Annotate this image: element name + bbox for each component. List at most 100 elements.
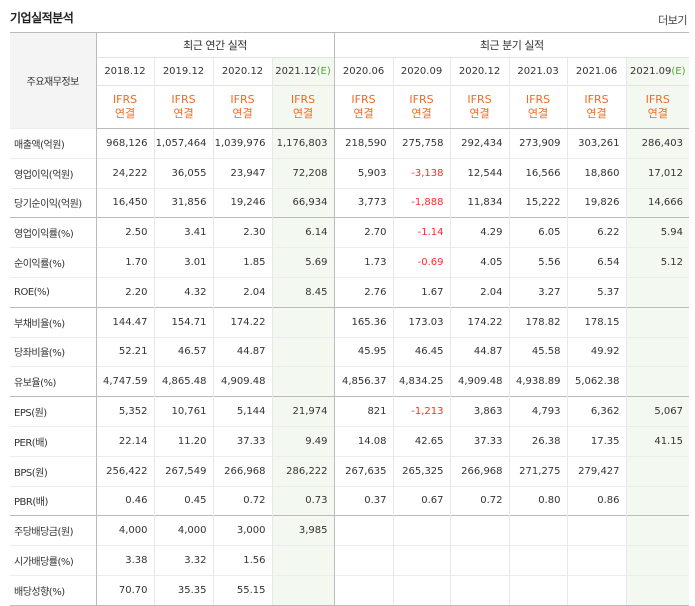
row-label: 순이익률(%) bbox=[10, 247, 96, 278]
row-label-header: 주요재무정보 bbox=[10, 32, 96, 129]
value-cell bbox=[566, 574, 627, 606]
value-cell bbox=[508, 574, 568, 606]
row-label: EPS(원) bbox=[10, 396, 96, 427]
value-cell: 4.32 bbox=[153, 276, 213, 308]
value-cell: 4,793 bbox=[508, 396, 568, 427]
value-cell: 0.45 bbox=[153, 485, 213, 516]
period-header: 2020.06 bbox=[333, 57, 394, 86]
row-label: 주당배당금(원) bbox=[10, 515, 96, 546]
value-cell: 5,062.38 bbox=[566, 366, 627, 397]
value-cell: 3.32 bbox=[153, 545, 213, 576]
value-cell: 5.37 bbox=[566, 276, 627, 308]
value-cell: 10,761 bbox=[153, 396, 213, 427]
value-cell: 12,544 bbox=[449, 157, 510, 189]
period-label: 2021.06 bbox=[575, 66, 618, 77]
value-cell bbox=[271, 574, 335, 606]
table-row: PER(배) 22.14 11.20 37.33 9.49 14.08 42.65 37.33… bbox=[10, 425, 690, 457]
value-cell bbox=[449, 545, 510, 576]
value-cell: 2.04 bbox=[449, 276, 510, 308]
period-header: 2021.12(E) bbox=[271, 57, 335, 86]
value-cell: 3.41 bbox=[153, 217, 213, 248]
value-cell: 821 bbox=[333, 396, 394, 427]
value-cell: 5.56 bbox=[508, 247, 568, 278]
value-cell: 37.33 bbox=[449, 425, 510, 457]
value-cell bbox=[625, 545, 690, 576]
value-cell bbox=[508, 545, 568, 576]
value-cell: 17,012 bbox=[625, 157, 690, 189]
value-cell: 44.87 bbox=[449, 336, 510, 367]
basis-label: 연결 bbox=[527, 107, 549, 120]
value-cell: 4.29 bbox=[449, 217, 510, 248]
table-row: 영업이익(억원) 24,222 36,055 23,947 72,208 5,903 -3,… bbox=[10, 157, 690, 189]
period-header: 2020.12 bbox=[212, 57, 272, 86]
row-label: 매출액(억원) bbox=[10, 128, 96, 159]
basis-label: 연결 bbox=[469, 107, 490, 120]
value-cell: 45.58 bbox=[508, 336, 568, 367]
value-cell: 41.15 bbox=[625, 425, 690, 457]
value-cell: 9.49 bbox=[271, 425, 335, 457]
value-cell: 279,427 bbox=[566, 455, 627, 487]
value-cell: 55.15 bbox=[212, 574, 272, 606]
value-cell: 26.38 bbox=[508, 425, 568, 457]
value-cell: 1,039,976 bbox=[212, 128, 272, 159]
value-cell: 6,362 bbox=[566, 396, 627, 427]
value-cell: 31,856 bbox=[153, 187, 213, 218]
value-cell: 6.05 bbox=[508, 217, 568, 248]
table-body: 매출액(억원) 968,126 1,057,464 1,039,976 1,176,80… bbox=[10, 128, 690, 606]
more-link[interactable]: 더보기 bbox=[658, 14, 687, 27]
table-row: 영업이익률(%) 2.50 3.41 2.30 6.14 2.70 -1.14 4.29 6.0… bbox=[10, 217, 690, 248]
accounting-standard: IFRS 연결 bbox=[212, 85, 272, 129]
value-cell: 11.20 bbox=[153, 425, 213, 457]
quarterly-group-header: 최근 분기 실적 bbox=[333, 32, 690, 58]
value-cell: 8.45 bbox=[271, 276, 335, 308]
value-cell: 265,325 bbox=[392, 455, 451, 487]
value-cell: 23,947 bbox=[212, 157, 272, 189]
value-cell: 14.08 bbox=[333, 425, 394, 457]
table-row: 시가배당률(%) 3.38 3.32 1.56 bbox=[10, 545, 690, 576]
value-cell: 4,834.25 bbox=[392, 366, 451, 397]
value-cell: 4,909.48 bbox=[449, 366, 510, 397]
value-cell: 154.71 bbox=[153, 306, 213, 338]
row-label: 영업이익(억원) bbox=[10, 157, 96, 189]
value-cell: 6.22 bbox=[566, 217, 627, 248]
standard-label: IFRS bbox=[290, 93, 316, 106]
value-cell: 267,635 bbox=[333, 455, 394, 487]
value-cell: 16,450 bbox=[95, 187, 154, 218]
table-row: ROE(%) 2.20 4.32 2.04 8.45 2.76 1.67 2.04 3.27 5.… bbox=[10, 276, 690, 308]
value-cell: 11,834 bbox=[449, 187, 510, 218]
value-cell: 178.15 bbox=[566, 306, 627, 338]
value-cell: 2.04 bbox=[212, 276, 272, 308]
value-cell: 5.94 bbox=[625, 217, 690, 248]
value-cell: 1.73 bbox=[333, 247, 394, 278]
estimate-mark: (E) bbox=[671, 66, 686, 77]
period-header: 2019.12 bbox=[153, 57, 213, 86]
value-cell: 1.70 bbox=[95, 247, 154, 278]
period-label: 2020.12 bbox=[221, 66, 264, 77]
value-cell: 16,566 bbox=[508, 157, 568, 189]
value-cell: -1,888 bbox=[392, 187, 451, 218]
value-cell bbox=[625, 366, 690, 397]
period-label: 2019.12 bbox=[162, 66, 205, 77]
row-label: 당좌비율(%) bbox=[10, 336, 96, 367]
value-cell bbox=[333, 574, 394, 606]
value-cell: 0.72 bbox=[449, 485, 510, 516]
value-cell: 0.73 bbox=[271, 485, 335, 516]
value-cell: 266,968 bbox=[212, 455, 272, 487]
value-cell: 3,985 bbox=[271, 515, 335, 546]
value-cell bbox=[625, 306, 690, 338]
value-cell: 5.69 bbox=[271, 247, 335, 278]
value-cell: 52.21 bbox=[95, 336, 154, 367]
value-cell: 45.95 bbox=[333, 336, 394, 367]
value-cell: 0.67 bbox=[392, 485, 451, 516]
value-cell: 6.54 bbox=[566, 247, 627, 278]
value-cell bbox=[392, 515, 451, 546]
value-cell: 968,126 bbox=[95, 128, 154, 159]
period-header: 2018.12 bbox=[95, 57, 154, 86]
standard-label: IFRS bbox=[467, 93, 492, 106]
value-cell bbox=[625, 276, 690, 308]
period-label: 2018.12 bbox=[104, 66, 146, 77]
value-cell bbox=[508, 515, 568, 546]
period-label: 2021.12 bbox=[275, 66, 317, 77]
value-cell bbox=[271, 366, 335, 397]
basis-label: 연결 bbox=[173, 107, 194, 120]
